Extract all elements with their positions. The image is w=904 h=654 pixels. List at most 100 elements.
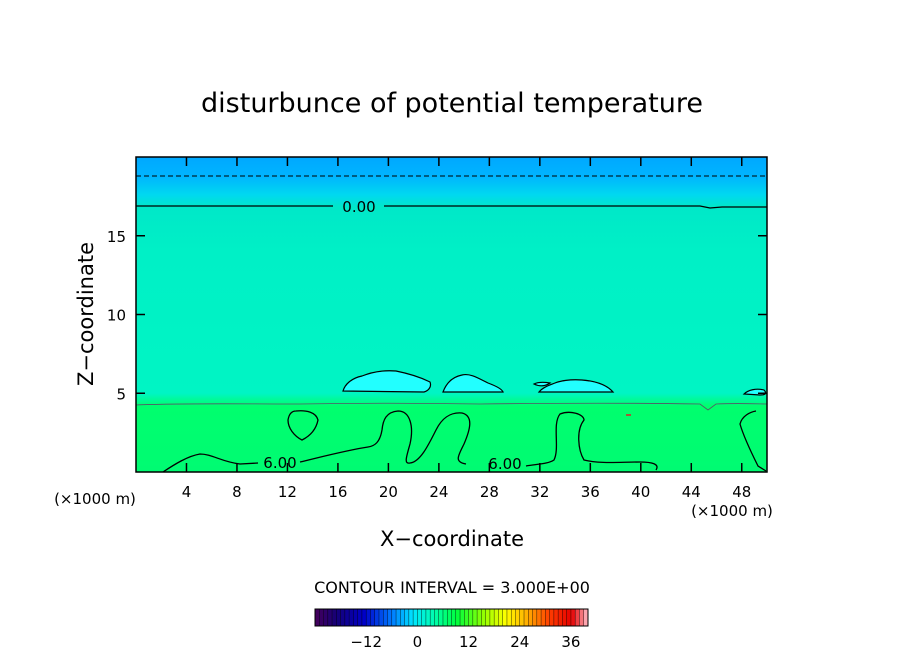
colorbar-cell	[315, 609, 320, 626]
colorbar-cell	[541, 609, 546, 626]
colorbar-cell	[502, 609, 508, 626]
colorbar-cell	[447, 609, 452, 626]
six-contour-line	[287, 410, 319, 441]
x-tick-label: 28	[480, 483, 499, 501]
colorbar-cell	[451, 609, 457, 626]
contour-label: 6.00	[263, 454, 296, 472]
colorbar-cell	[468, 609, 474, 626]
colorbar-cell	[464, 609, 469, 626]
colorbar-cell	[438, 609, 444, 626]
colorbar-cell	[323, 609, 329, 626]
colorbar-tick-label: 0	[413, 633, 423, 651]
colorbar-cell	[575, 609, 580, 626]
warm-blob	[342, 370, 432, 393]
x-tick-label: 32	[530, 483, 549, 501]
colorbar-cell	[579, 609, 585, 626]
y-axis-label: Z−coordinate	[74, 242, 98, 386]
colorbar-cell	[485, 609, 491, 626]
colorbar-cell	[434, 609, 440, 626]
warm-blob	[537, 379, 615, 393]
colorbar	[314, 608, 589, 627]
colorbar-cell	[378, 609, 384, 626]
colorbar-cell	[558, 609, 563, 626]
colorbar-cell	[570, 609, 576, 626]
colorbar-cell	[417, 609, 422, 626]
six-contour-line	[299, 410, 471, 465]
x-axis-ticks: 4 8 12 16 20 24 28 32 36 40 44 48	[182, 157, 751, 501]
colorbar-cell	[361, 609, 367, 626]
warm-blob	[442, 373, 504, 393]
colorbar-cell	[545, 609, 550, 626]
colorbar-cell	[472, 609, 478, 626]
y-tick-label: 5	[116, 385, 126, 403]
colorbar-cell	[519, 609, 525, 626]
contour-interval-label: CONTOUR INTERVAL = 3.000E+00	[314, 578, 590, 597]
y-tick-label: 15	[107, 228, 126, 246]
colorbar-tick-label: −12	[350, 633, 382, 651]
x-tick-label: 16	[328, 483, 347, 501]
colorbar-cell	[549, 609, 555, 626]
colorbar-tick-label: 24	[510, 633, 529, 651]
x-unit-left: (×1000 m)	[54, 490, 136, 508]
colorbar-cell	[524, 609, 529, 626]
colorbar-cell	[387, 609, 393, 626]
x-tick-label: 36	[581, 483, 600, 501]
colorbar-cell	[404, 609, 410, 626]
warm-blob	[532, 381, 552, 387]
colorbar-tick-label: 36	[561, 633, 580, 651]
plot-area: 0.00 6.00 6.00	[135, 156, 768, 473]
colorbar-cell	[400, 609, 405, 626]
six-contour-line	[162, 453, 259, 473]
colorbar-cell	[336, 609, 341, 626]
contour-label: 0.00	[342, 198, 375, 216]
colorbar-cell	[332, 609, 337, 626]
colorbar-cell	[396, 609, 401, 626]
colorbar-cell	[349, 609, 354, 626]
colorbar-cell	[494, 609, 499, 626]
colorbar-cell	[562, 609, 567, 626]
x-tick-label: 48	[732, 483, 751, 501]
colorbar-cell	[425, 609, 431, 626]
colorbar-cell	[408, 609, 414, 626]
colorbar-cell	[357, 609, 363, 626]
x-tick-label: 8	[232, 483, 242, 501]
y-axis-ticks: 5 10 15	[107, 228, 767, 403]
colorbar-cell	[383, 609, 388, 626]
colorbar-cell	[319, 609, 324, 626]
colorbar-cell	[553, 609, 559, 626]
colorbar-cell	[340, 609, 346, 626]
colorbar-cell	[353, 609, 358, 626]
x-tick-label: 44	[682, 483, 701, 501]
chart-title: disturbunce of potential temperature	[201, 88, 703, 119]
colorbar-cell	[430, 609, 435, 626]
field-background	[136, 157, 767, 472]
colorbar-cell	[566, 609, 572, 626]
colorbar-cell	[506, 609, 512, 626]
x-tick-label: 24	[429, 483, 448, 501]
colorbar-cell	[583, 609, 589, 626]
colorbar-cell	[532, 609, 538, 626]
colorbar-cell	[421, 609, 427, 626]
zero-contour-line	[136, 205, 767, 209]
colorbar-cell	[374, 609, 380, 626]
colorbar-cell	[511, 609, 516, 626]
colorbar-tick-label: 12	[459, 633, 478, 651]
layer-boundary-line	[135, 402, 768, 411]
colorbar-cell	[515, 609, 521, 626]
colorbar-frame	[314, 608, 589, 627]
colorbar-cell	[528, 609, 533, 626]
colorbar-cell	[536, 609, 542, 626]
colorbar-cell	[489, 609, 495, 626]
colorbar-cell	[413, 609, 418, 626]
y-tick-label: 10	[107, 307, 126, 325]
colorbar-cell	[481, 609, 486, 626]
colorbar-cell	[460, 609, 465, 626]
colorbar-cell	[391, 609, 397, 626]
x-tick-label: 40	[631, 483, 650, 501]
six-contour-line	[739, 410, 767, 472]
x-tick-label: 4	[182, 483, 192, 501]
colorbar-cell	[498, 609, 503, 626]
colorbar-cell	[366, 609, 371, 626]
x-tick-label: 12	[278, 483, 297, 501]
colorbar-cell	[455, 609, 461, 626]
